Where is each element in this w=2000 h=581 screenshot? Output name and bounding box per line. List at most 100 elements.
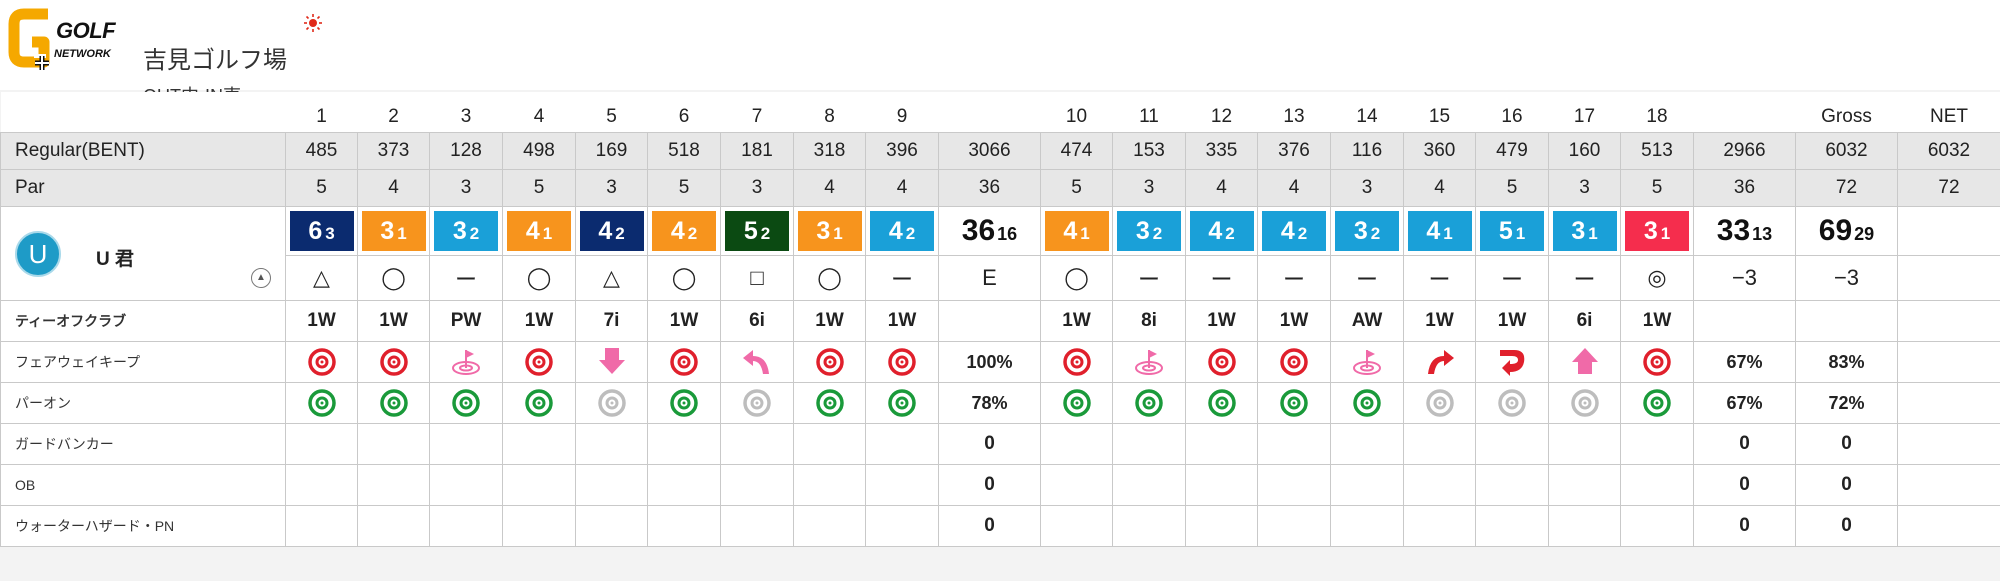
ob-hole-cell xyxy=(1112,464,1186,506)
teeoff-club: PW xyxy=(429,300,503,342)
hole-par: 4 xyxy=(357,169,430,207)
hole-number: 18 xyxy=(1620,92,1694,133)
ob-hole-cell xyxy=(1475,464,1549,506)
water-hazard-hole-cell xyxy=(1257,505,1331,547)
strokes: 6 xyxy=(308,217,323,245)
water-hazard-out-total: 0 xyxy=(938,505,1041,547)
hole-par: 5 xyxy=(1040,169,1113,207)
score-mark: ー xyxy=(1548,255,1621,301)
strokes: 4 xyxy=(598,217,613,245)
ob-hole-cell xyxy=(865,464,939,506)
putts: 2 xyxy=(469,224,480,243)
teeoff-club: 7i xyxy=(575,300,648,342)
hole-number: 10 xyxy=(1040,92,1113,133)
hole-yardage: 181 xyxy=(720,132,794,170)
club-total-blank xyxy=(1693,300,1796,342)
red-target-icon xyxy=(285,341,358,383)
hole-yardage: 318 xyxy=(793,132,866,170)
ob-hole-cell xyxy=(1257,464,1331,506)
hole-yardage: 518 xyxy=(647,132,721,170)
guard-bunker-in-total: 0 xyxy=(1693,423,1796,465)
out-to-par: E xyxy=(938,255,1041,301)
total-strokes: 36 xyxy=(961,214,996,247)
ob-gross-total: 0 xyxy=(1795,464,1898,506)
fairway-miss-arrow-icon xyxy=(1403,341,1476,383)
gross-yardage: 6032 xyxy=(1795,132,1898,170)
guard-bunker-hole-cell xyxy=(575,423,648,465)
ob-label: OB xyxy=(0,464,286,506)
guard-bunker-hole-cell xyxy=(1330,423,1404,465)
total-strokes: 69 xyxy=(1818,214,1853,247)
hole-yardage: 116 xyxy=(1330,132,1404,170)
net-par: 72 xyxy=(1897,169,2000,207)
triangle-up-circle-icon[interactable]: ▲ xyxy=(251,267,271,288)
hole-number: 4 xyxy=(502,92,576,133)
player-avatar[interactable]: U xyxy=(15,230,61,277)
hole-par: 3 xyxy=(575,169,648,207)
putts: 1 xyxy=(1660,224,1671,243)
club-total-blank xyxy=(1795,300,1898,342)
score-mark: □ xyxy=(720,255,794,301)
green-target-icon xyxy=(429,382,503,424)
logo-text-network: NETWORK xyxy=(54,48,111,60)
score-mark-row: △ ◯ ー ◯ △ ◯ □ ◯ ー E ◯ ーーーーーーー ◎ −3 −3 xyxy=(1,255,2000,301)
score-mark: ◎ xyxy=(1620,255,1694,301)
red-sun-icon xyxy=(304,14,322,32)
hole-yardage: 373 xyxy=(357,132,430,170)
golf-network-logo[interactable]: GOLF NETWORK xyxy=(8,6,128,78)
pink-pin-icon xyxy=(1112,341,1186,383)
green-target-icon xyxy=(1330,382,1404,424)
teeoff-club: 1W xyxy=(1620,300,1694,342)
guard-bunker-hole-cell xyxy=(502,423,576,465)
water-hazard-hole-cell xyxy=(1475,505,1549,547)
hole-number: 12 xyxy=(1185,92,1258,133)
guard-bunker-hole-cell xyxy=(1112,423,1186,465)
net-yardage: 6032 xyxy=(1897,132,2000,170)
red-target-icon xyxy=(1185,341,1258,383)
in-par: 36 xyxy=(1693,169,1796,207)
guard-bunker-row: ガードバンカー 0 0 0 xyxy=(0,423,2000,465)
teeoff-club: 1W xyxy=(1185,300,1258,342)
hole-par: 5 xyxy=(1620,169,1694,207)
hole-yardage: 335 xyxy=(1185,132,1258,170)
hole-yardage: 376 xyxy=(1257,132,1331,170)
guard-bunker-hole-cell xyxy=(1257,423,1331,465)
